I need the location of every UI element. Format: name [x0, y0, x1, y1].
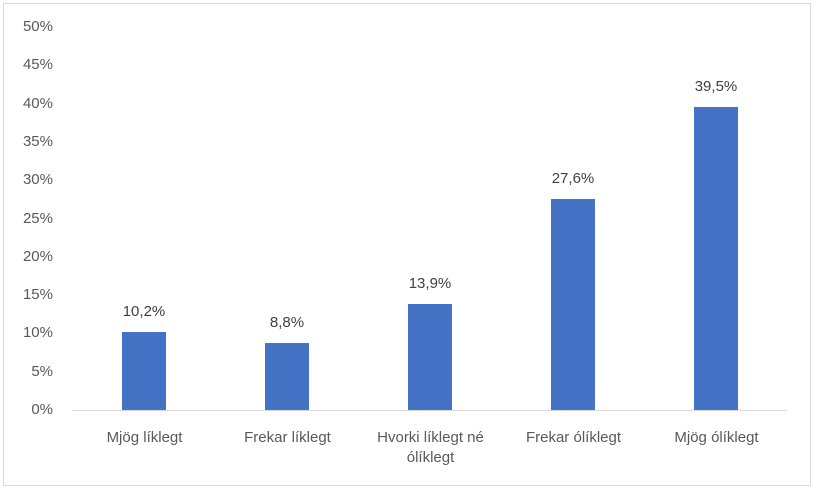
- bar: [551, 198, 595, 410]
- bar: [122, 331, 166, 410]
- x-axis-line: [72, 410, 787, 411]
- x-category-label: Mjög ólíklegt: [645, 428, 788, 448]
- y-tick-label: 15%: [22, 286, 53, 304]
- x-category-label: Frekar líklegt: [216, 428, 359, 448]
- bar: [265, 342, 309, 410]
- data-label: 13,9%: [408, 274, 452, 292]
- y-tick-label: 20%: [22, 247, 53, 265]
- y-tick-label: 0%: [31, 401, 53, 418]
- data-label: 10,2%: [122, 302, 166, 320]
- y-tick-label: 30%: [22, 171, 53, 189]
- x-category-label: Frekar ólíklegt: [502, 428, 645, 448]
- data-label: 27,6%: [551, 169, 595, 187]
- y-tick-label: 35%: [22, 132, 53, 150]
- x-label-line1: Mjög ólíklegt: [674, 429, 759, 446]
- y-tick-label: 5%: [31, 362, 53, 380]
- y-tick-label: 50%: [22, 18, 53, 35]
- bar: [694, 107, 738, 410]
- chart-frame: [3, 3, 811, 486]
- x-label-line1: Hvorki líklegt né: [377, 429, 484, 446]
- x-label-line1: Frekar ólíklegt: [525, 429, 622, 446]
- bar: [408, 303, 452, 410]
- data-label: 39,5%: [694, 78, 738, 96]
- x-label-line1: Frekar líklegt: [244, 429, 331, 446]
- x-category-label: Hvorki líklegt né ólíklegt: [359, 428, 502, 468]
- y-tick-label: 25%: [22, 209, 53, 227]
- y-tick-label: 45%: [22, 56, 53, 74]
- data-label: 8,8%: [269, 313, 305, 331]
- y-tick-label: 40%: [22, 94, 53, 112]
- y-tick-label: 10%: [22, 324, 53, 342]
- x-label-line2: ólíklegt: [406, 449, 455, 466]
- x-label-line1: Mjög líklegt: [106, 429, 183, 446]
- x-category-label: Mjög líklegt: [73, 428, 216, 448]
